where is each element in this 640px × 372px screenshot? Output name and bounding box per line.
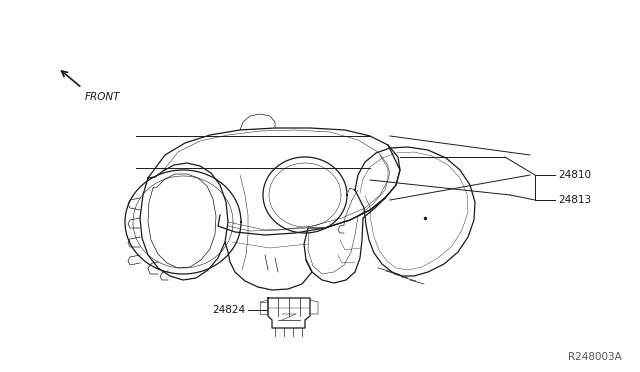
Text: 24810: 24810 xyxy=(558,170,591,180)
Text: 24824: 24824 xyxy=(212,305,245,315)
Text: FRONT: FRONT xyxy=(85,92,120,102)
Text: 24813: 24813 xyxy=(558,195,591,205)
Text: R248003A: R248003A xyxy=(568,352,622,362)
